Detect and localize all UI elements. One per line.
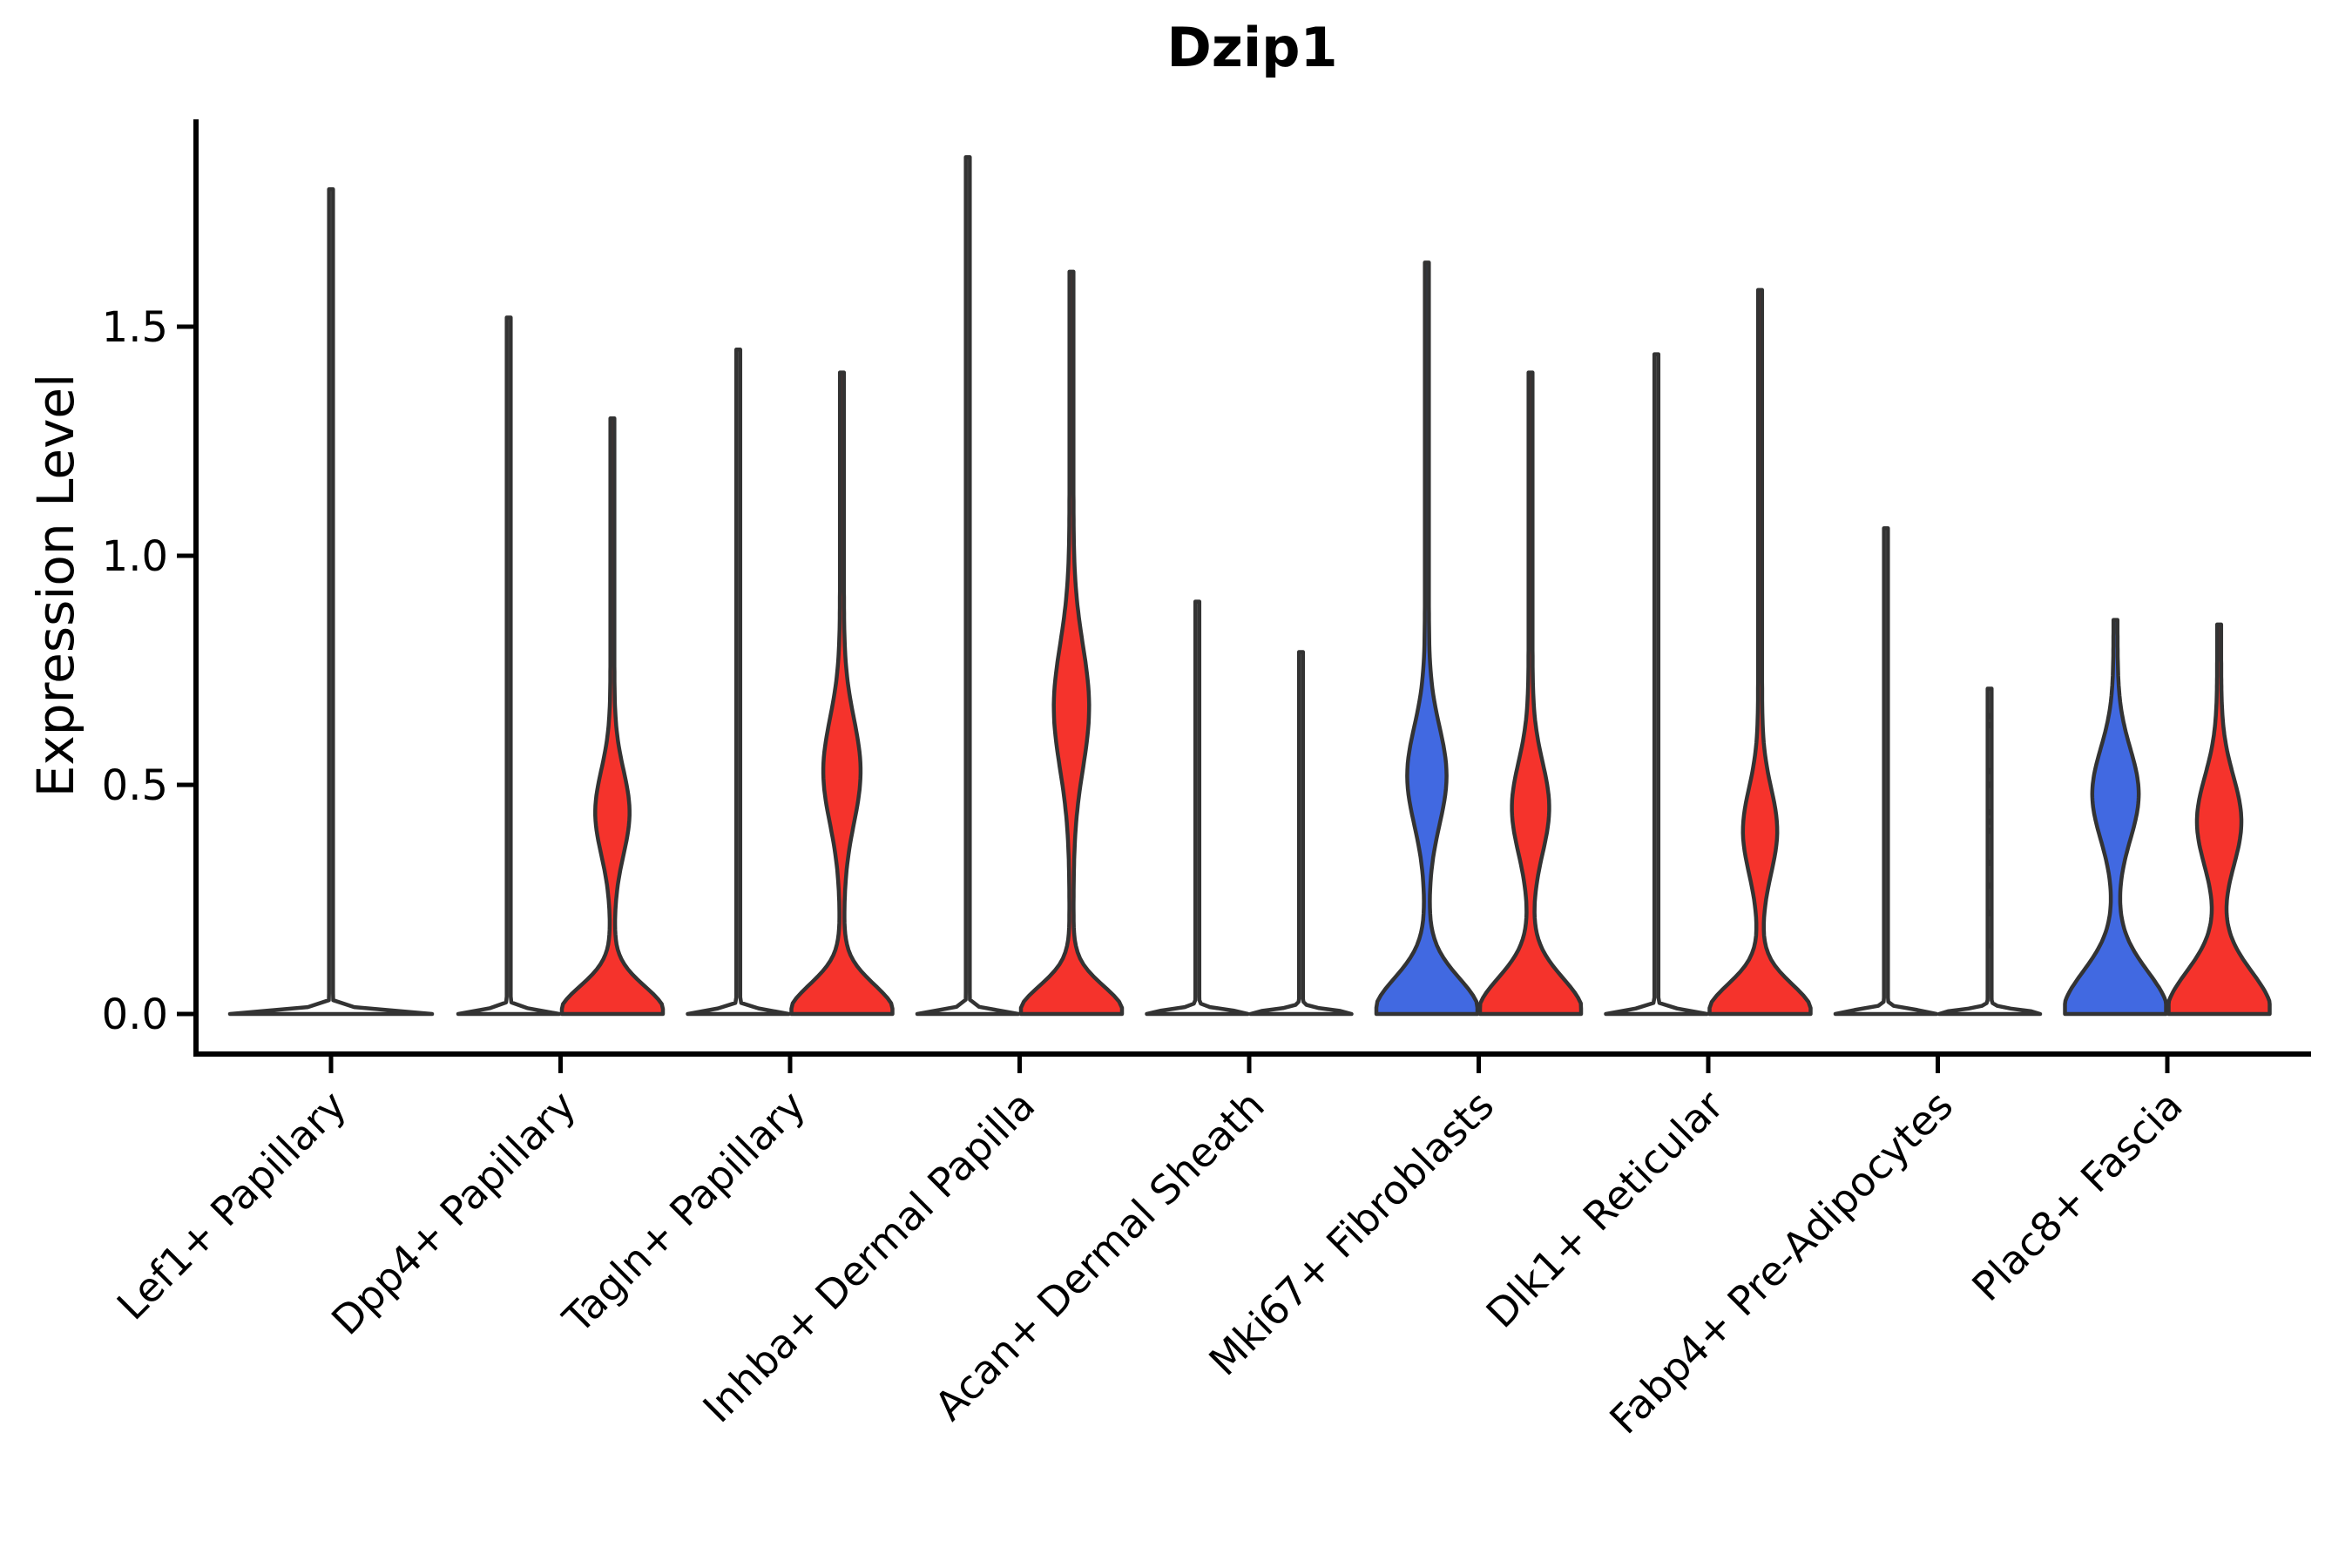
violin-5-right xyxy=(1477,370,1584,1017)
violin-7-left xyxy=(1833,526,1939,1017)
violin-0-single xyxy=(227,186,435,1017)
violin-8-left xyxy=(2063,618,2168,1017)
expression-point xyxy=(1986,808,1993,816)
violin-1-left xyxy=(456,315,562,1017)
violin-6-left xyxy=(1604,352,1709,1017)
violin-4-right xyxy=(1248,650,1354,1017)
violin-8-right xyxy=(2166,622,2272,1017)
x-category-label: Lef1+ Papillary xyxy=(108,1082,355,1329)
violin-7-right xyxy=(1936,686,2043,1017)
x-category-label: Dlk1+ Reticular xyxy=(1477,1082,1733,1337)
x-category-label: Tagln+ Papillary xyxy=(553,1082,814,1343)
y-tick-label: 0.5 xyxy=(102,761,168,810)
violin-3-left xyxy=(915,155,1021,1017)
violin-4-left xyxy=(1145,599,1250,1017)
violin-2-left xyxy=(686,348,791,1017)
y-tick-label: 1.0 xyxy=(102,532,168,581)
plot-title: Dzip1 xyxy=(1166,16,1338,79)
x-category-label: Dpp4+ Papillary xyxy=(322,1082,585,1344)
expression-point xyxy=(1986,767,1993,774)
expression-point xyxy=(1986,781,1993,788)
violin-2-right xyxy=(789,370,895,1017)
expression-point xyxy=(1986,859,1993,867)
expression-point xyxy=(1986,828,1993,835)
expression-point xyxy=(1986,818,1993,825)
y-tick-label: 1.5 xyxy=(102,303,168,352)
expression-point xyxy=(1986,713,1993,720)
violin-6-right xyxy=(1707,287,1813,1017)
axis-spines xyxy=(193,119,2311,1057)
expression-point xyxy=(1986,882,1993,889)
expression-point xyxy=(1986,722,1993,729)
violin-5-left xyxy=(1374,260,1480,1017)
violin-1-right xyxy=(559,416,666,1017)
expression-point xyxy=(1986,909,1993,916)
expression-point xyxy=(1986,942,1993,949)
y-axis-label: Expression Level xyxy=(26,373,85,798)
y-tick-label: 0.0 xyxy=(102,990,168,1039)
x-category-label: Plac8+ Fascia xyxy=(1963,1082,2191,1310)
violin-3-right xyxy=(1018,269,1125,1017)
